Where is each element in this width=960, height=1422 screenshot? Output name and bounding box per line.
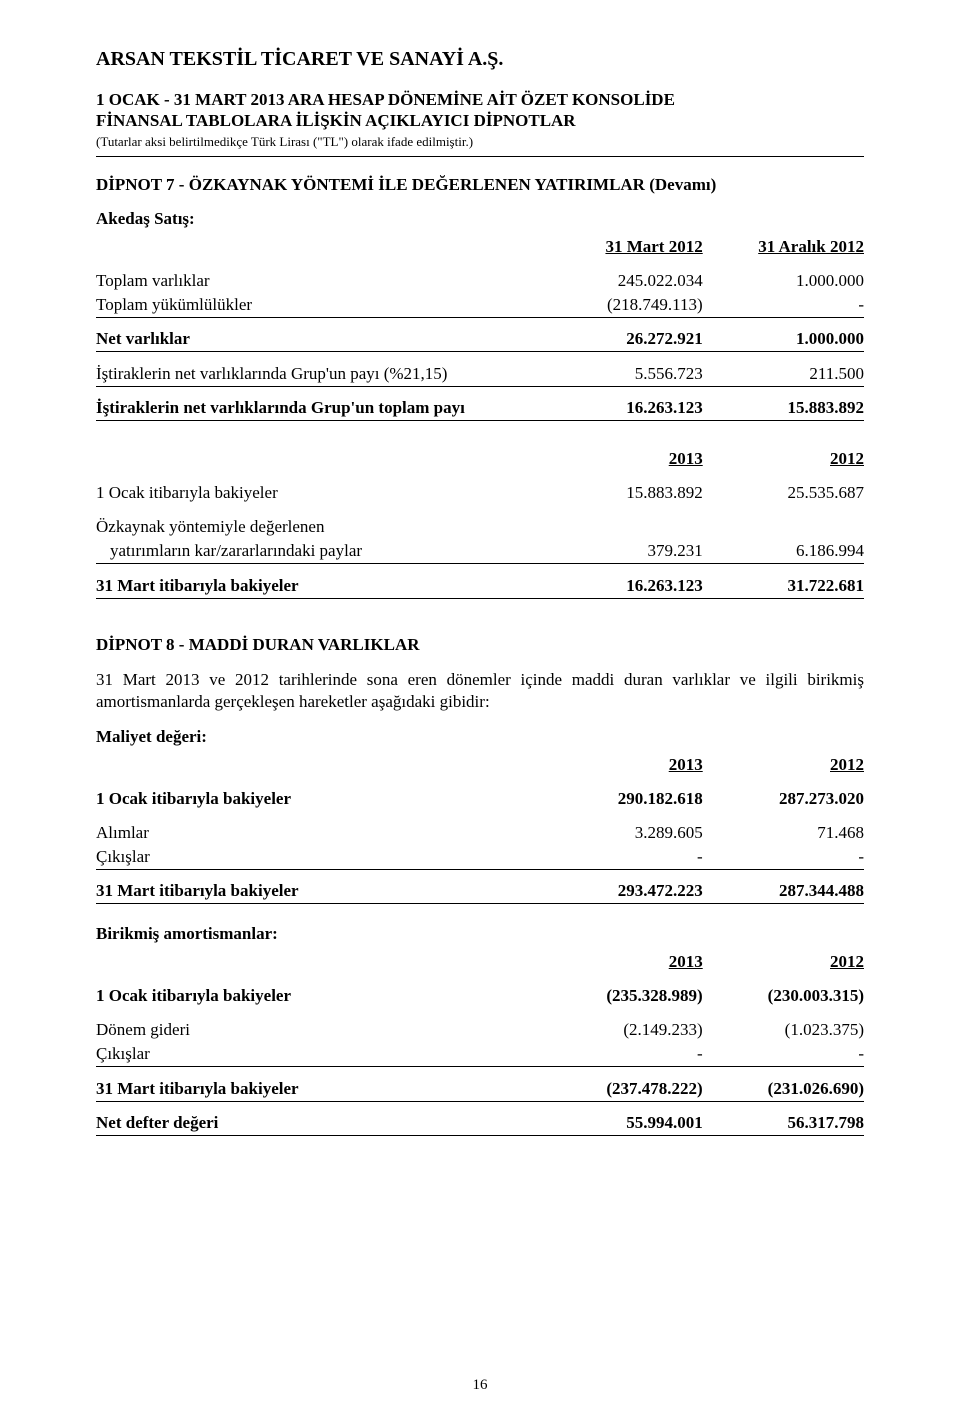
row-label: 31 Mart itibarıyla bakiyeler <box>96 1077 541 1102</box>
row-value: 16.263.123 <box>541 396 702 421</box>
table-row-total: İştiraklerin net varlıklarında Grup'un t… <box>96 396 864 421</box>
table-header-row: 2013 2012 <box>96 447 864 471</box>
row-value: 26.272.921 <box>541 327 702 352</box>
row-value: 31.722.681 <box>703 574 864 599</box>
row-value: (1.023.375) <box>703 1018 864 1042</box>
amortisman-title: Birikmiş amortismanlar: <box>96 924 864 944</box>
row-value: - <box>703 1042 864 1067</box>
row-value: - <box>541 845 702 870</box>
note7-subtitle: Akedaş Satış: <box>96 209 864 229</box>
row-value: 55.994.001 <box>541 1111 702 1136</box>
row-value: (2.149.233) <box>541 1018 702 1042</box>
row-label: Çıkışlar <box>96 1042 541 1067</box>
row-value: 71.468 <box>703 821 864 845</box>
row-label: 31 Mart itibarıyla bakiyeler <box>96 879 541 904</box>
row-value: (235.328.989) <box>541 984 702 1008</box>
row-value: 290.182.618 <box>541 787 702 811</box>
note7-table1: 31 Mart 2012 31 Aralık 2012 Toplam varlı… <box>96 235 864 422</box>
table-row: Toplam varlıklar 245.022.034 1.000.000 <box>96 269 864 293</box>
table-row-total: 31 Mart itibarıyla bakiyeler (237.478.22… <box>96 1077 864 1102</box>
row-value: 6.186.994 <box>703 539 864 564</box>
note8-maliyet-table: 2013 2012 1 Ocak itibarıyla bakiyeler 29… <box>96 753 864 905</box>
row-label: Özkaynak yöntemiyle değerlenen <box>96 515 541 539</box>
row-value: 1.000.000 <box>703 269 864 293</box>
table-row: Çıkışlar - - <box>96 845 864 870</box>
col-header: 2013 <box>541 753 702 777</box>
row-value: 211.500 <box>703 362 864 387</box>
table-row: Alımlar 3.289.605 71.468 <box>96 821 864 845</box>
row-label: Çıkışlar <box>96 845 541 870</box>
row-value: 25.535.687 <box>703 481 864 505</box>
row-value: 287.344.488 <box>703 879 864 904</box>
row-value: 245.022.034 <box>541 269 702 293</box>
row-label: Dönem gideri <box>96 1018 541 1042</box>
row-value: - <box>541 1042 702 1067</box>
row-value: 293.472.223 <box>541 879 702 904</box>
table-row-net: Net defter değeri 55.994.001 56.317.798 <box>96 1111 864 1136</box>
row-value: 15.883.892 <box>703 396 864 421</box>
row-value: (237.478.222) <box>541 1077 702 1102</box>
note7-table2: 2013 2012 1 Ocak itibarıyla bakiyeler 15… <box>96 447 864 599</box>
row-value: 287.273.020 <box>703 787 864 811</box>
row-value: 379.231 <box>541 539 702 564</box>
table-row: 1 Ocak itibarıyla bakiyeler (235.328.989… <box>96 984 864 1008</box>
table-header-row: 2013 2012 <box>96 950 864 974</box>
page-number: 16 <box>0 1377 960 1394</box>
note8-paragraph: 31 Mart 2013 ve 2012 tarihlerinde sona e… <box>96 669 864 713</box>
row-value: 56.317.798 <box>703 1111 864 1136</box>
table-row: Özkaynak yöntemiyle değerlenen <box>96 515 864 539</box>
table-row: Dönem gideri (2.149.233) (1.023.375) <box>96 1018 864 1042</box>
row-value: - <box>703 293 864 318</box>
row-label: İştiraklerin net varlıklarında Grup'un t… <box>96 396 541 421</box>
table-row-total: Net varlıklar 26.272.921 1.000.000 <box>96 327 864 352</box>
col-header: 2013 <box>541 447 702 471</box>
note7-title: DİPNOT 7 - ÖZKAYNAK YÖNTEMİ İLE DEĞERLEN… <box>96 175 864 195</box>
table-header-row: 31 Mart 2012 31 Aralık 2012 <box>96 235 864 259</box>
header-divider <box>96 156 864 157</box>
table-header-row: 2013 2012 <box>96 753 864 777</box>
row-value: - <box>703 845 864 870</box>
note8-amortisman-table: 2013 2012 1 Ocak itibarıyla bakiyeler (2… <box>96 950 864 1136</box>
row-value: 3.289.605 <box>541 821 702 845</box>
row-label: Alımlar <box>96 821 541 845</box>
table-row-total: 31 Mart itibarıyla bakiyeler 293.472.223… <box>96 879 864 904</box>
row-value: 5.556.723 <box>541 362 702 387</box>
table-row: Çıkışlar - - <box>96 1042 864 1067</box>
table-row: İştiraklerin net varlıklarında Grup'un p… <box>96 362 864 387</box>
col-header: 2012 <box>703 950 864 974</box>
col-header: 31 Mart 2012 <box>541 235 702 259</box>
row-value: (231.026.690) <box>703 1077 864 1102</box>
report-title-line1: 1 OCAK - 31 MART 2013 ARA HESAP DÖNEMİNE… <box>96 89 864 110</box>
table-row: 1 Ocak itibarıyla bakiyeler 290.182.618 … <box>96 787 864 811</box>
row-label: 31 Mart itibarıyla bakiyeler <box>96 574 541 599</box>
page: ARSAN TEKSTİL TİCARET VE SANAYİ A.Ş. 1 O… <box>0 0 960 1422</box>
row-value: (218.749.113) <box>541 293 702 318</box>
col-header: 2012 <box>703 753 864 777</box>
row-value: 1.000.000 <box>703 327 864 352</box>
row-label: Net defter değeri <box>96 1111 541 1136</box>
row-value: 15.883.892 <box>541 481 702 505</box>
header-subnote: (Tutarlar aksi belirtilmedikçe Türk Lira… <box>96 134 864 150</box>
row-label: İştiraklerin net varlıklarında Grup'un p… <box>96 362 541 387</box>
row-label: Net varlıklar <box>96 327 541 352</box>
note8-title: DİPNOT 8 - MADDİ DURAN VARLIKLAR <box>96 635 864 655</box>
row-value: (230.003.315) <box>703 984 864 1008</box>
col-header: 2013 <box>541 950 702 974</box>
table-row: 1 Ocak itibarıyla bakiyeler 15.883.892 2… <box>96 481 864 505</box>
row-label: Toplam varlıklar <box>96 269 541 293</box>
company-name: ARSAN TEKSTİL TİCARET VE SANAYİ A.Ş. <box>96 48 864 71</box>
row-label: 1 Ocak itibarıyla bakiyeler <box>96 984 541 1008</box>
maliyet-title: Maliyet değeri: <box>96 727 864 747</box>
table-row: yatırımların kar/zararlarındaki paylar 3… <box>96 539 864 564</box>
table-row: Toplam yükümlülükler (218.749.113) - <box>96 293 864 318</box>
col-header: 31 Aralık 2012 <box>703 235 864 259</box>
report-title-line2: FİNANSAL TABLOLARA İLİŞKİN AÇIKLAYICI Dİ… <box>96 110 864 131</box>
row-label: Toplam yükümlülükler <box>96 293 541 318</box>
row-label: yatırımların kar/zararlarındaki paylar <box>96 539 541 564</box>
row-value: 16.263.123 <box>541 574 702 599</box>
table-row-total: 31 Mart itibarıyla bakiyeler 16.263.123 … <box>96 574 864 599</box>
row-label: 1 Ocak itibarıyla bakiyeler <box>96 481 541 505</box>
col-header: 2012 <box>703 447 864 471</box>
row-label: 1 Ocak itibarıyla bakiyeler <box>96 787 541 811</box>
